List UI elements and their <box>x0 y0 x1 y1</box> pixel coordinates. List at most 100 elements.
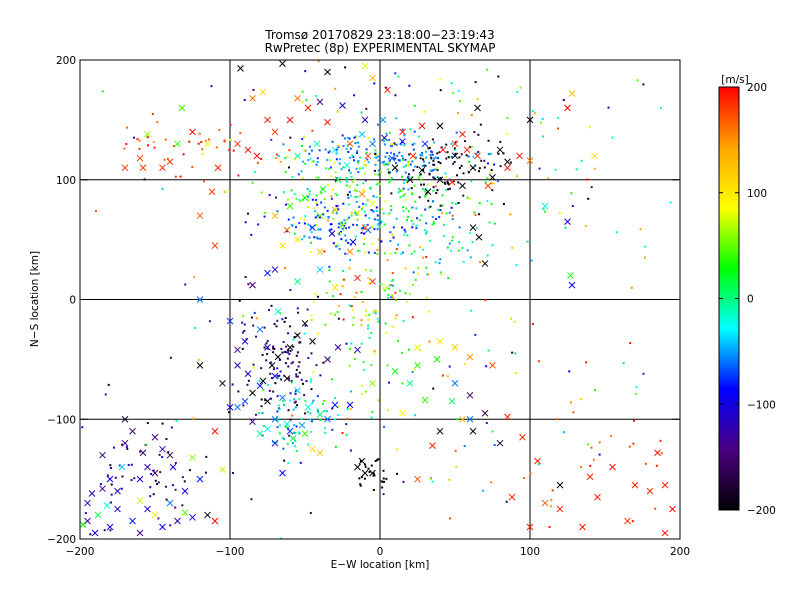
data-point-dot <box>537 360 540 363</box>
data-point-dot <box>339 232 342 235</box>
data-point-dot <box>260 398 263 401</box>
data-point-dot <box>356 217 359 220</box>
data-point-dot <box>293 398 296 401</box>
data-point-dot <box>265 359 268 362</box>
data-point-dot <box>363 232 366 235</box>
data-point-dot <box>272 390 275 393</box>
data-point-dot <box>378 225 381 228</box>
data-point-cross <box>406 176 414 184</box>
data-point-dot <box>463 445 466 448</box>
data-point-dot <box>454 202 457 205</box>
data-point-dot <box>534 112 537 115</box>
data-point-cross <box>316 266 324 273</box>
data-point-dot <box>422 169 425 172</box>
data-point-dot <box>404 171 407 174</box>
data-point-dot <box>99 483 102 486</box>
data-point-cross <box>196 475 204 483</box>
data-point-cross <box>564 104 571 112</box>
data-point-dot <box>598 453 601 456</box>
data-point-cross <box>181 487 189 495</box>
data-point-dot <box>334 179 337 182</box>
data-point-dot <box>377 123 380 126</box>
data-point-dot <box>268 389 271 392</box>
data-point-dot <box>364 179 367 182</box>
data-point-dot <box>262 389 265 392</box>
data-point-dot <box>317 332 320 335</box>
data-point-dot <box>357 161 360 164</box>
data-point-dot <box>308 236 311 239</box>
data-point-cross <box>346 248 354 255</box>
data-point-dot <box>405 219 408 222</box>
data-point-dot <box>266 353 269 356</box>
data-point-dot <box>308 152 311 155</box>
data-point-cross <box>103 502 111 509</box>
data-point-dot <box>301 137 304 140</box>
data-point-dot <box>377 155 380 158</box>
data-point-cross <box>504 158 511 166</box>
data-point-dot <box>305 99 308 102</box>
data-point-dot <box>164 485 167 488</box>
data-point-dot <box>294 390 297 393</box>
data-point-dot <box>310 420 313 423</box>
data-point-dot <box>349 259 352 262</box>
data-point-dot <box>301 382 304 385</box>
data-point-dot <box>568 370 571 373</box>
data-point-cross <box>283 420 291 428</box>
data-point-dot <box>335 148 338 151</box>
data-point-dot <box>125 445 128 448</box>
data-point-dot <box>362 361 365 364</box>
data-point-cross <box>661 529 669 537</box>
data-point-dot <box>322 361 325 364</box>
data-point-dot <box>301 177 304 180</box>
data-point-dot <box>580 159 583 162</box>
data-point-cross <box>418 122 426 130</box>
data-point-dot <box>304 70 307 73</box>
data-point-dot <box>244 221 247 224</box>
data-point-dot <box>381 486 384 489</box>
x-tick-label: −200 <box>66 546 95 558</box>
data-point-dot <box>337 317 340 320</box>
data-point-dot <box>387 162 390 165</box>
data-point-cross <box>331 206 339 214</box>
data-point-dot <box>401 206 404 209</box>
data-point-dot <box>110 501 113 504</box>
data-point-dot <box>404 198 407 201</box>
data-point-dot <box>424 150 427 153</box>
data-point-cross <box>121 439 129 447</box>
data-point-dot <box>292 408 295 411</box>
data-point-dot <box>373 349 376 352</box>
data-point-dot <box>355 189 358 192</box>
data-point-dot <box>421 164 424 167</box>
data-point-dot <box>394 317 397 320</box>
data-point-cross <box>324 415 331 423</box>
data-point-dot <box>338 247 341 250</box>
data-point-dot <box>354 196 357 199</box>
x-tick-label: 100 <box>520 546 540 558</box>
data-point-cross <box>174 140 181 148</box>
data-point-dot <box>391 143 394 146</box>
data-point-dot <box>312 370 315 373</box>
data-point-dot <box>384 200 387 203</box>
data-point-dot <box>295 354 298 357</box>
data-point-dot <box>396 472 399 475</box>
data-point-dot <box>364 268 367 271</box>
data-point-dot <box>448 242 451 245</box>
data-point-dot <box>256 161 259 164</box>
data-point-dot <box>280 378 283 381</box>
data-point-dot <box>454 449 457 452</box>
data-point-dot <box>389 296 392 299</box>
data-point-dot <box>205 455 208 458</box>
data-point-dot <box>294 232 297 235</box>
data-point-cross <box>343 162 351 169</box>
data-point-dot <box>635 386 638 389</box>
data-point-dot <box>562 431 565 434</box>
data-point-cross <box>334 176 342 184</box>
data-point-dot <box>253 311 256 314</box>
data-point-cross <box>286 202 294 210</box>
data-point-dot <box>391 296 394 299</box>
data-point-cross <box>381 134 388 142</box>
data-point-cross <box>234 403 241 411</box>
data-point-dot <box>537 463 540 466</box>
data-point-dot <box>457 89 460 92</box>
data-point-dot <box>287 198 290 201</box>
